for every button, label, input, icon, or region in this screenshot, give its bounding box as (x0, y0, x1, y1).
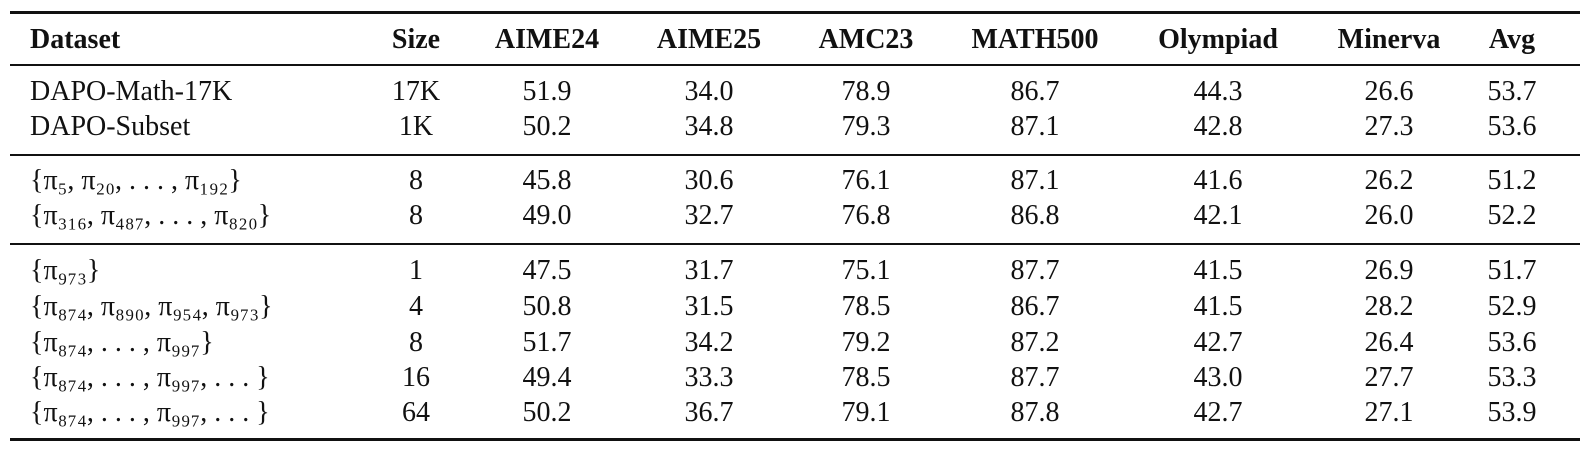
value-cell: 42.7 (1193, 397, 1243, 428)
value-cell: 53.7 (1487, 76, 1537, 107)
header-cell: Avg (1488, 24, 1536, 55)
value-cell: 34.0 (684, 76, 734, 107)
bottom-rule (10, 438, 1580, 441)
value-cell: 42.1 (1193, 200, 1243, 231)
value-cell: 87.1 (1010, 111, 1060, 142)
value-cell: 87.1 (1010, 165, 1060, 196)
top-rule (10, 11, 1580, 14)
group-rule (10, 243, 1580, 245)
value-cell: 51.2 (1487, 165, 1537, 196)
value-cell: 87.7 (1010, 362, 1060, 393)
dataset-cell: {π₈₇₄, . . . , π₉₉₇, . . . } (30, 397, 270, 428)
value-cell: 26.6 (1364, 76, 1414, 107)
header-cell: Size (391, 24, 441, 55)
value-cell: 27.7 (1364, 362, 1414, 393)
value-cell: 50.8 (522, 291, 572, 322)
value-cell: 8 (409, 327, 423, 358)
dataset-cell: {π₃₁₆, π₄₈₇, . . . , π₈₂₀} (30, 200, 272, 231)
value-cell: 27.3 (1364, 111, 1414, 142)
dataset-cell: {π₅, π₂₀, . . . , π₁₉₂} (30, 165, 242, 196)
value-cell: 36.7 (684, 397, 734, 428)
value-cell: 53.3 (1487, 362, 1537, 393)
value-cell: 51.7 (522, 327, 572, 358)
value-cell: 1 (409, 255, 423, 286)
header-rule (10, 64, 1580, 66)
header-cell: MATH500 (971, 24, 1099, 55)
value-cell: 49.4 (522, 362, 572, 393)
value-cell: 16 (402, 362, 430, 393)
value-cell: 41.5 (1193, 255, 1243, 286)
header-cell: AIME24 (494, 24, 600, 55)
group-rule (10, 154, 1580, 156)
value-cell: 34.8 (684, 111, 734, 142)
value-cell: 44.3 (1193, 76, 1243, 107)
value-cell: 78.5 (841, 291, 891, 322)
value-cell: 47.5 (522, 255, 572, 286)
value-cell: 28.2 (1364, 291, 1414, 322)
value-cell: 26.0 (1364, 200, 1414, 231)
header-cell: Minerva (1337, 24, 1441, 55)
value-cell: 8 (409, 200, 423, 231)
value-cell: 8 (409, 165, 423, 196)
value-cell: 51.7 (1487, 255, 1537, 286)
value-cell: 86.8 (1010, 200, 1060, 231)
value-cell: 41.6 (1193, 165, 1243, 196)
header-cell: Olympiad (1158, 24, 1278, 55)
value-cell: 79.1 (841, 397, 891, 428)
value-cell: 75.1 (841, 255, 891, 286)
value-cell: 42.7 (1193, 327, 1243, 358)
value-cell: 26.2 (1364, 165, 1414, 196)
value-cell: 26.9 (1364, 255, 1414, 286)
value-cell: 27.1 (1364, 397, 1414, 428)
value-cell: 78.9 (841, 76, 891, 107)
value-cell: 50.2 (522, 111, 572, 142)
value-cell: 31.5 (684, 291, 734, 322)
dataset-cell: DAPO-Subset (30, 111, 191, 142)
value-cell: 43.0 (1193, 362, 1243, 393)
value-cell: 45.8 (522, 165, 572, 196)
header-cell: Dataset (30, 24, 121, 55)
value-cell: 78.5 (841, 362, 891, 393)
value-cell: 79.3 (841, 111, 891, 142)
value-cell: 50.2 (522, 397, 572, 428)
value-cell: 79.2 (841, 327, 891, 358)
value-cell: 53.6 (1487, 111, 1537, 142)
value-cell: 17K (391, 76, 441, 107)
value-cell: 86.7 (1010, 291, 1060, 322)
value-cell: 87.7 (1010, 255, 1060, 286)
value-cell: 87.2 (1010, 327, 1060, 358)
dataset-cell: {π₉₇₃} (30, 255, 101, 286)
dataset-cell: DAPO-Math-17K (30, 76, 233, 107)
value-cell: 49.0 (522, 200, 572, 231)
value-cell: 87.8 (1010, 397, 1060, 428)
value-cell: 52.2 (1487, 200, 1537, 231)
value-cell: 53.9 (1487, 397, 1537, 428)
value-cell: 76.1 (841, 165, 891, 196)
dataset-cell: {π₈₇₄, . . . , π₉₉₇} (30, 327, 214, 358)
value-cell: 32.7 (684, 200, 734, 231)
value-cell: 33.3 (684, 362, 734, 393)
value-cell: 52.9 (1487, 291, 1537, 322)
header-cell: AMC23 (818, 24, 914, 55)
value-cell: 26.4 (1364, 327, 1414, 358)
value-cell: 64 (402, 397, 430, 428)
value-cell: 4 (409, 291, 423, 322)
value-cell: 51.9 (522, 76, 572, 107)
value-cell: 1K (398, 111, 434, 142)
value-cell: 31.7 (684, 255, 734, 286)
value-cell: 76.8 (841, 200, 891, 231)
dataset-cell: {π₈₇₄, . . . , π₉₉₇, . . . } (30, 362, 270, 393)
value-cell: 53.6 (1487, 327, 1537, 358)
value-cell: 86.7 (1010, 76, 1060, 107)
value-cell: 30.6 (684, 165, 734, 196)
dataset-cell: {π₈₇₄, π₈₉₀, π₉₅₄, π₉₇₃} (30, 291, 273, 322)
value-cell: 41.5 (1193, 291, 1243, 322)
value-cell: 34.2 (684, 327, 734, 358)
value-cell: 42.8 (1193, 111, 1243, 142)
header-cell: AIME25 (656, 24, 762, 55)
